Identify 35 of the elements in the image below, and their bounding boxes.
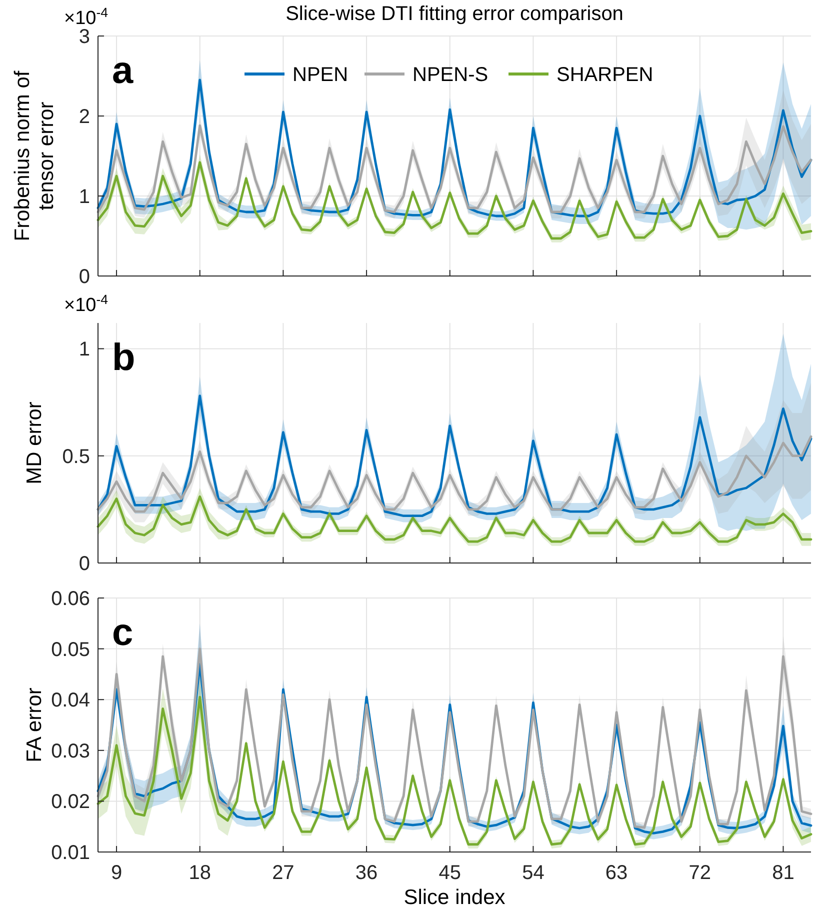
- x-tick-label: 27: [272, 862, 294, 884]
- chart-title: Slice-wise DTI fitting error comparison: [286, 3, 624, 25]
- text: ×10$^{-4}$: [64, 4, 108, 29]
- x-tick-label: 45: [438, 862, 461, 884]
- legend-label: SHARPEN: [556, 64, 654, 86]
- x-axis-title: Slice index: [404, 886, 506, 909]
- y-tick-label: 0.03: [51, 740, 90, 762]
- y-tick-label: 0: [78, 266, 90, 288]
- x-tick-label: 9: [110, 862, 122, 884]
- legend-label: NPEN: [292, 64, 348, 86]
- annotation: c: [112, 612, 134, 654]
- y-tick-label: 0.04: [51, 690, 90, 712]
- y-axis-title: Frobenius norm of tensor error: [10, 70, 58, 242]
- x-tick-label: 63: [605, 862, 628, 884]
- y-tick-label: 0.5: [62, 446, 90, 468]
- y-axis-title: FA error: [22, 688, 46, 762]
- y-tick-label: 0.01: [51, 842, 90, 864]
- x-tick-label: 72: [688, 862, 712, 884]
- y-tick-label: 0.05: [51, 638, 90, 661]
- annotation: b: [112, 337, 136, 379]
- x-tick-label: 36: [355, 862, 378, 884]
- annotation: a: [112, 50, 134, 92]
- y-axis-title: MD error: [22, 402, 46, 484]
- y-tick-label: 2: [78, 106, 90, 128]
- y-tick-label: 0.02: [51, 791, 90, 814]
- y-tick-label: 3: [78, 26, 90, 48]
- x-tick-label: 54: [522, 862, 544, 884]
- y-tick-label: 1: [78, 186, 90, 208]
- y-tick-label: 0: [78, 553, 90, 575]
- text: ×10$^{-4}$: [64, 292, 108, 316]
- y-tick-label: 0.06: [51, 588, 90, 610]
- x-tick-label: 18: [188, 862, 211, 884]
- legend-label: NPEN-S: [412, 64, 488, 86]
- y-tick-label: 1: [78, 338, 90, 361]
- x-tick-label: 81: [772, 862, 794, 884]
